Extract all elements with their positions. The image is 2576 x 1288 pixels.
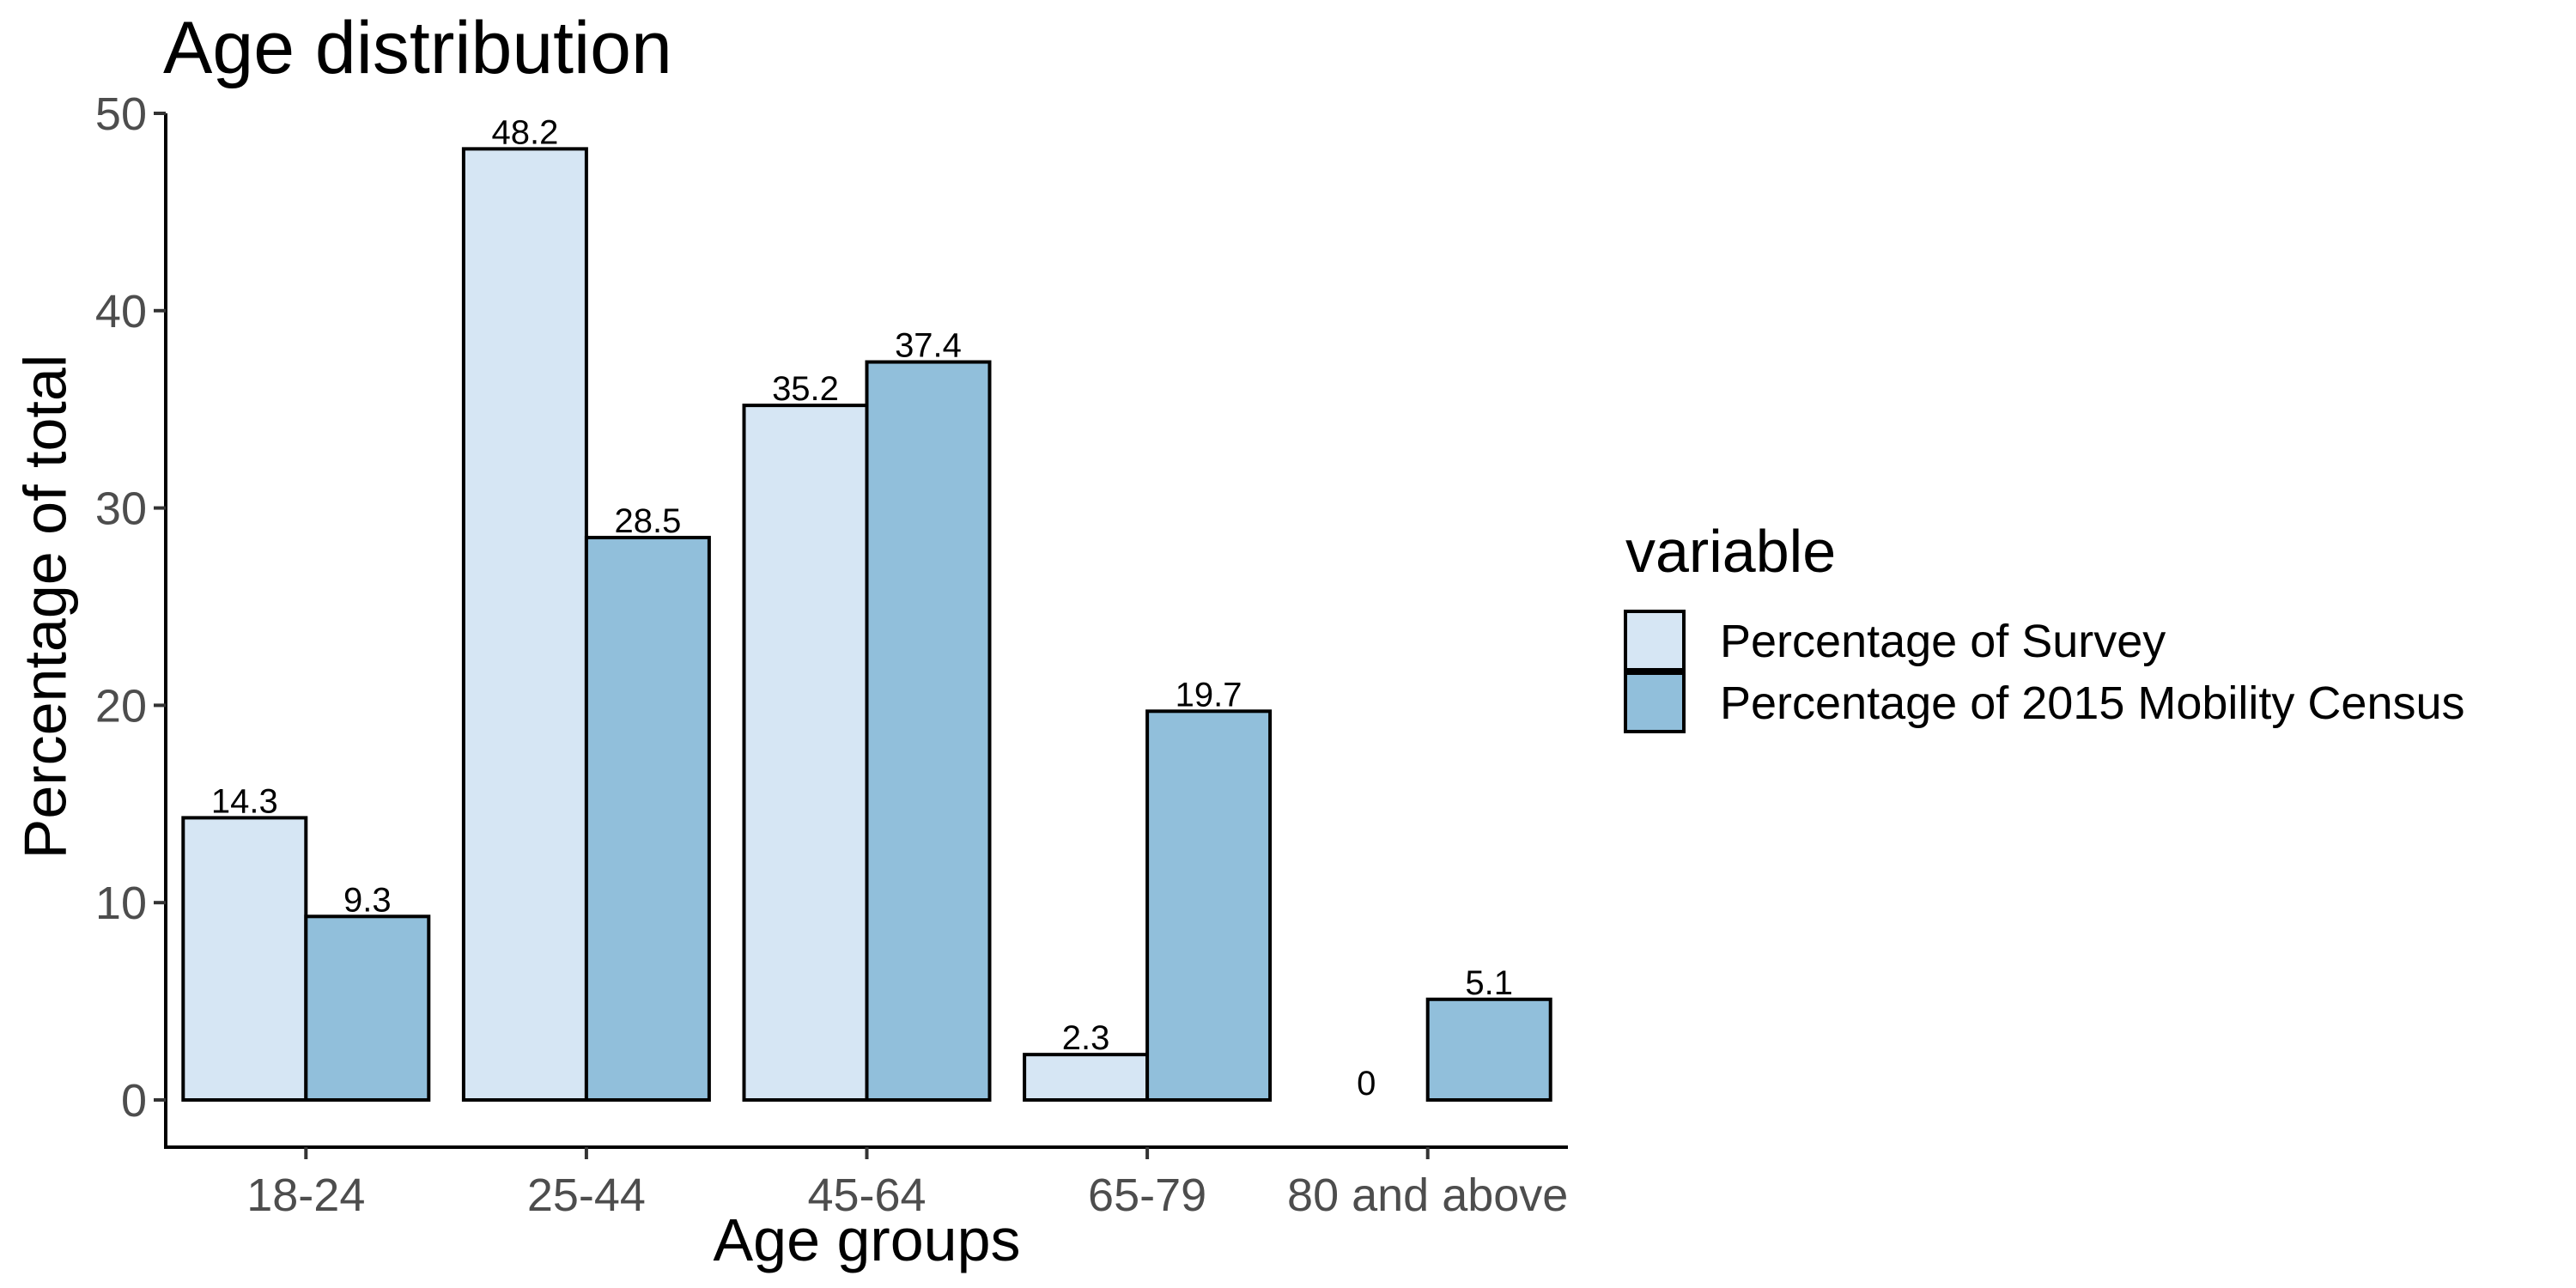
x-tick-label: 45-64 <box>807 1170 926 1221</box>
y-tick-label: 20 <box>95 680 147 732</box>
data-labels-layer: 14.3 9.3 48.2 28.5 35.2 37.4 2.3 19.7 0 5.1 <box>211 113 1513 1103</box>
x-tick-label: 18-24 <box>246 1170 365 1221</box>
y-tick-label: 10 <box>95 878 147 929</box>
y-axis-title-group: Percentage of total <box>12 355 79 860</box>
y-tick-label: 30 <box>95 483 147 535</box>
chart-title: Age distribution <box>163 7 672 89</box>
bar-80-and-above-series-2 <box>1425 997 1552 1102</box>
data-label: 0 <box>1357 1065 1376 1103</box>
legend-label-series-1: Percentage of Survey <box>1720 616 2166 667</box>
data-label: 19.7 <box>1176 676 1242 714</box>
data-label: 37.4 <box>895 327 962 365</box>
bar-45-64-series-2 <box>865 360 992 1103</box>
data-label: 35.2 <box>772 370 839 408</box>
bars-layer <box>181 147 1552 1103</box>
bar-18-24-series-2 <box>304 914 431 1103</box>
bar-65-79-series-1 <box>1023 1053 1150 1102</box>
x-tick-label: 25-44 <box>527 1170 646 1221</box>
data-label: 9.3 <box>343 881 392 919</box>
x-tick-label: 65-79 <box>1088 1170 1206 1221</box>
legend-key-series-2 <box>1624 671 1686 733</box>
bar-25-44-series-1 <box>461 147 588 1102</box>
legend-label-series-2: Percentage of 2015 Mobility Census <box>1720 677 2465 729</box>
y-tick-label: 50 <box>95 88 147 140</box>
bar-65-79-series-2 <box>1145 709 1273 1102</box>
legend-items: Percentage of Survey Percentage of 2015 M… <box>1624 610 2465 733</box>
data-label: 48.2 <box>491 113 558 151</box>
data-label: 5.1 <box>1465 964 1513 1002</box>
x-tick-label: 80 and above <box>1287 1170 1568 1221</box>
data-label: 28.5 <box>614 502 681 540</box>
legend-key-series-1 <box>1624 610 1686 671</box>
axes-layer: 0 10 20 30 40 50 18-24 25-44 45-64 65-79 80 and ab… <box>95 88 1568 1221</box>
data-label: 14.3 <box>211 782 278 820</box>
legend-title: variable <box>1625 518 1836 585</box>
x-axis-title: Age groups <box>713 1206 1020 1273</box>
legend: variable Percentage of SurveyPercentage … <box>1624 518 2465 733</box>
y-tick-label: 40 <box>95 286 147 337</box>
bar-18-24-series-1 <box>181 816 308 1102</box>
y-axis-title: Percentage of total <box>12 355 79 860</box>
data-label: 2.3 <box>1062 1019 1110 1057</box>
bar-45-64-series-1 <box>742 404 869 1102</box>
y-tick-label: 0 <box>121 1075 147 1127</box>
bar-25-44-series-2 <box>584 536 711 1102</box>
